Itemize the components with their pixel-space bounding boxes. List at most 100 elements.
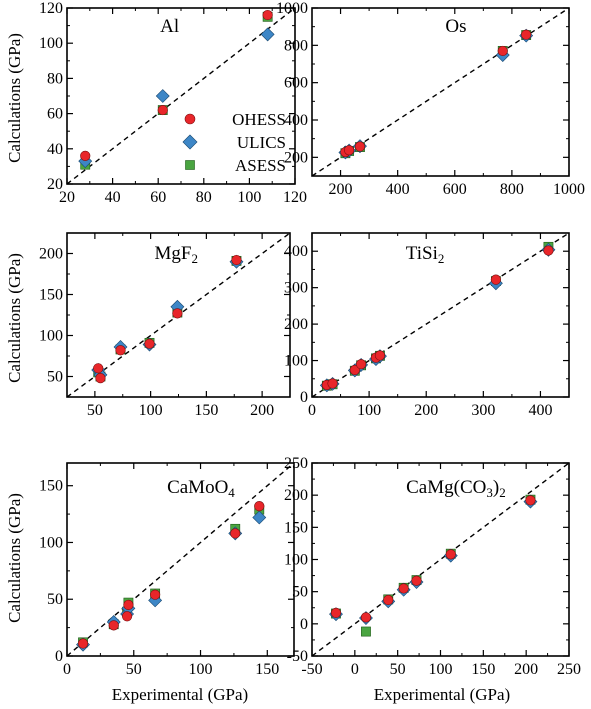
y-tick-label-50: 50 bbox=[47, 369, 63, 386]
y-tick-label-50: 50 bbox=[292, 584, 308, 601]
y-tick-label-200: 200 bbox=[284, 316, 308, 333]
x-tick-label-0: 0 bbox=[351, 661, 359, 678]
y-tick-label-0: 0 bbox=[300, 389, 308, 406]
x-tick-label-0: 0 bbox=[63, 661, 71, 678]
x-tick-label-200: 200 bbox=[329, 181, 353, 198]
reference-line bbox=[67, 8, 295, 184]
y-axis-titles: Calculations (GPa) Calculations (GPa) Ca… bbox=[5, 33, 24, 623]
y-tick-label-150: 150 bbox=[39, 478, 63, 495]
ohess-point bbox=[383, 594, 394, 606]
panel-title: Os bbox=[445, 16, 466, 37]
x-tick-label-50: 50 bbox=[126, 661, 142, 678]
reference-line bbox=[312, 233, 569, 397]
x-tick-label-100: 100 bbox=[189, 661, 213, 678]
legend-ulics-label: ULICS bbox=[237, 133, 286, 152]
ohess-point bbox=[262, 9, 273, 21]
x-tick-label-120: 120 bbox=[283, 189, 307, 206]
y-tick-label-150: 150 bbox=[39, 287, 63, 304]
panel-tisi2: 0 100 200 300 400 0 100 200 300 400 TiSi2 bbox=[284, 232, 570, 419]
x-tick-label-20: 20 bbox=[59, 189, 75, 206]
ohess-point bbox=[398, 583, 409, 594]
legend-ohess-marker bbox=[184, 113, 196, 125]
y-tick-label-100: 100 bbox=[284, 353, 308, 370]
y-tick-label-60: 60 bbox=[47, 106, 63, 123]
x-tick-label-60: 60 bbox=[150, 189, 166, 206]
y-tick-label-50: 50 bbox=[47, 591, 63, 608]
x-tick-label-200: 200 bbox=[414, 402, 438, 419]
y-tick-label-0: 0 bbox=[300, 616, 308, 633]
x-axis-title-left: Experimental (GPa) bbox=[112, 685, 248, 704]
panel-title: CaMoO4 bbox=[167, 477, 235, 500]
ohess-point bbox=[356, 359, 367, 370]
x-tick-label-150: 150 bbox=[194, 402, 218, 419]
ohess-point bbox=[93, 363, 104, 374]
legend: OHESS ULICS ASESS bbox=[182, 110, 286, 175]
x-axis-title-right: Experimental (GPa) bbox=[374, 685, 510, 704]
y-tick-label-0: 0 bbox=[55, 648, 63, 665]
y-tick-label-100: 100 bbox=[284, 552, 308, 569]
y-tick-label-200: 200 bbox=[284, 487, 308, 504]
ohess-point bbox=[123, 599, 134, 611]
y-tick-label-250: 250 bbox=[284, 455, 308, 472]
x-tick-label-600: 600 bbox=[443, 181, 467, 198]
ohess-point bbox=[230, 528, 241, 539]
x-tick-label-800: 800 bbox=[500, 181, 524, 198]
ohess-point bbox=[77, 638, 89, 649]
ohess-point bbox=[144, 338, 155, 349]
x-tick-label-0: 0 bbox=[308, 402, 316, 419]
panel-title: CaMg(CO3)2 bbox=[406, 477, 506, 500]
plot-frame bbox=[311, 7, 570, 177]
ohess-point bbox=[327, 378, 338, 389]
ohess-point bbox=[150, 589, 161, 600]
reference-line bbox=[67, 463, 294, 656]
x-tick-label-150: 150 bbox=[255, 661, 279, 678]
ohess-point bbox=[330, 607, 342, 618]
x-tick-label-100: 100 bbox=[139, 402, 163, 419]
y-tick-label-600: 600 bbox=[284, 75, 308, 92]
y-tick-label-40: 40 bbox=[47, 141, 63, 158]
ohess-point bbox=[157, 104, 168, 116]
x-tick-label-300: 300 bbox=[471, 402, 495, 419]
panel-camoo4: 0 50 100 150 0 50 100 150 CaMoO4 bbox=[39, 462, 295, 678]
panel-os: 200 400 600 800 1000 200 400 600 800 1000 Os bbox=[276, 0, 585, 198]
y-tick-label-200: 200 bbox=[284, 149, 308, 166]
x-tick-label-200: 200 bbox=[250, 402, 274, 419]
y-tick-label-50: -50 bbox=[287, 648, 308, 665]
ohess-point bbox=[115, 345, 126, 356]
x-tick-label-50: 50 bbox=[390, 661, 406, 678]
y-tick-label-100: 100 bbox=[39, 328, 63, 345]
plot-frame bbox=[66, 462, 295, 657]
x-tick-label-1000: 1000 bbox=[553, 181, 585, 198]
y-tick-label-1000: 1000 bbox=[276, 0, 308, 17]
plot-frame bbox=[311, 232, 570, 398]
x-tick-label-100: 100 bbox=[429, 661, 453, 678]
y-tick-label-300: 300 bbox=[284, 280, 308, 297]
ohess-point bbox=[349, 364, 360, 376]
y-tick-label-100: 100 bbox=[39, 534, 63, 551]
asess-point bbox=[361, 626, 371, 637]
panel-camgco32: -50 0 50 100 150 200 250 -50 0 50 100 150 200 250 CaMg… bbox=[284, 455, 581, 678]
ohess-point bbox=[254, 501, 265, 512]
panel-title: Al bbox=[160, 16, 179, 37]
ohess-point bbox=[497, 45, 508, 57]
x-tick-label-50: 50 bbox=[87, 402, 103, 419]
ohess-point bbox=[172, 308, 183, 319]
legend-ohess-label: OHESS bbox=[232, 110, 286, 129]
y-tick-label-800: 800 bbox=[284, 37, 308, 54]
y-tick-label-80: 80 bbox=[47, 70, 63, 87]
ohess-point bbox=[543, 245, 554, 256]
ulics-point bbox=[155, 89, 170, 103]
ohess-point bbox=[108, 620, 119, 631]
legend-asess-label: ASESS bbox=[235, 156, 286, 175]
x-tick-label-80: 80 bbox=[196, 189, 212, 206]
y-tick-label-400: 400 bbox=[284, 112, 308, 129]
panel-al: 20 40 60 80 100 120 20 40 60 80 100 120 Al bbox=[39, 0, 307, 206]
ohess-point bbox=[354, 141, 366, 152]
y-tick-label-400: 400 bbox=[284, 243, 308, 260]
x-tick-label-150: 150 bbox=[471, 661, 495, 678]
x-tick-label-400: 400 bbox=[386, 181, 410, 198]
y-axis-title-top: Calculations (GPa) bbox=[5, 33, 24, 163]
x-tick-label-200: 200 bbox=[514, 661, 538, 678]
panel-title: TiSi2 bbox=[406, 243, 445, 266]
ohess-point bbox=[344, 145, 355, 156]
